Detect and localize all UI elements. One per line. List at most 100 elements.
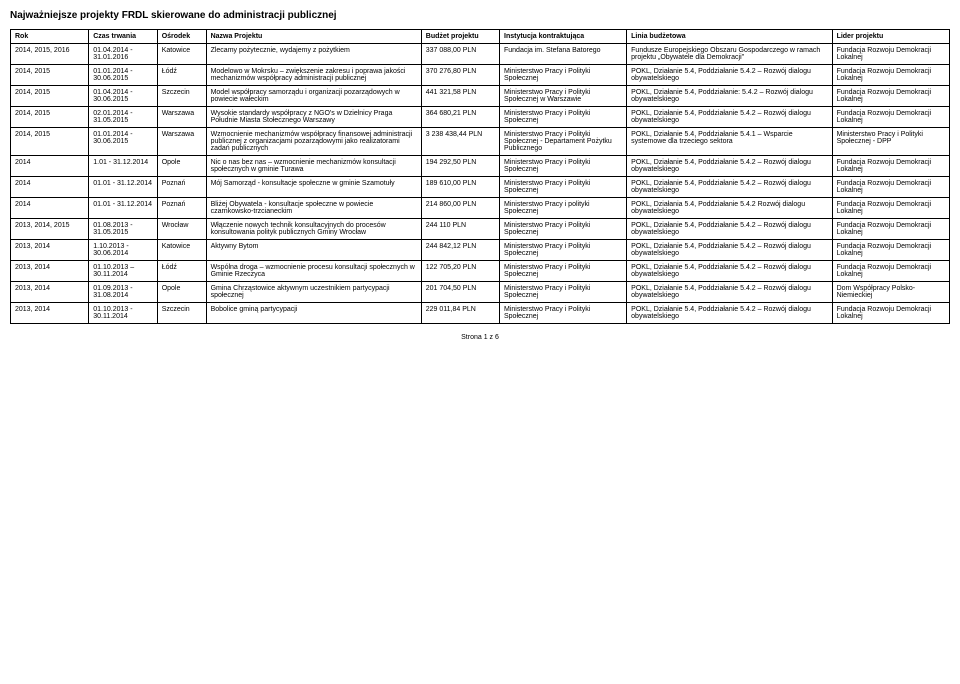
cell-czas: 01.01.2014 - 30.06.2015 — [89, 128, 157, 156]
cell-lider: Fundacja Rozwoju Demokracji Lokalnej — [832, 303, 949, 324]
cell-czas: 1.01 - 31.12.2014 — [89, 156, 157, 177]
cell-budzet: 3 238 438,44 PLN — [421, 128, 499, 156]
cell-lider: Fundacja Rozwoju Demokracji Lokalnej — [832, 86, 949, 107]
cell-budzet: 244 110 PLN — [421, 219, 499, 240]
cell-osrodek: Łódź — [157, 65, 206, 86]
cell-rok: 2014, 2015 — [11, 86, 89, 107]
cell-instytucja: Fundacja im. Stefana Batorego — [500, 44, 627, 65]
table-row: 2014, 201502.01.2014 - 31.05.2015Warszaw… — [11, 107, 950, 128]
col-lider: Lider projektu — [832, 30, 949, 44]
cell-rok: 2013, 2014, 2015 — [11, 219, 89, 240]
table-row: 2013, 201401.10.2013 - 30.11.2014Szczeci… — [11, 303, 950, 324]
cell-czas: 02.01.2014 - 31.05.2015 — [89, 107, 157, 128]
cell-osrodek: Opole — [157, 156, 206, 177]
cell-nazwa: Bobolice gminą partycypacji — [206, 303, 421, 324]
cell-budzet: 337 088,00 PLN — [421, 44, 499, 65]
cell-nazwa: Zlecamy pożytecznie, wydajemy z pożytkie… — [206, 44, 421, 65]
table-header-row: Rok Czas trwania Ośrodek Nazwa Projektu … — [11, 30, 950, 44]
cell-nazwa: Mój Samorząd - konsultacje społeczne w g… — [206, 177, 421, 198]
table-row: 20141.01 - 31.12.2014OpoleNic o nas bez … — [11, 156, 950, 177]
col-linia: Linia budżetowa — [627, 30, 832, 44]
cell-nazwa: Wzmocnienie mechanizmów współpracy finan… — [206, 128, 421, 156]
cell-rok: 2013, 2014 — [11, 282, 89, 303]
col-budzet: Budżet projektu — [421, 30, 499, 44]
cell-lider: Fundacja Rozwoju Demokracji Lokalnej — [832, 240, 949, 261]
table-row: 2013, 20141.10.2013 - 30.06.2014Katowice… — [11, 240, 950, 261]
cell-linia: POKL, Działanie 5.4, Poddziałanie 5.4.2 … — [627, 65, 832, 86]
cell-osrodek: Poznań — [157, 177, 206, 198]
cell-linia: POKL, Działania 5.4, Poddziałanie 5.4.2 … — [627, 198, 832, 219]
cell-budzet: 229 011,84 PLN — [421, 303, 499, 324]
cell-rok: 2014 — [11, 156, 89, 177]
cell-budzet: 364 680,21 PLN — [421, 107, 499, 128]
cell-instytucja: Ministerstwo Pracy i Polityki Społecznej — [500, 261, 627, 282]
col-instytucja: Instytucja kontraktująca — [500, 30, 627, 44]
projects-table: Rok Czas trwania Ośrodek Nazwa Projektu … — [10, 29, 950, 324]
page-title: Najważniejsze projekty FRDL skierowane d… — [10, 10, 950, 21]
cell-czas: 1.10.2013 - 30.06.2014 — [89, 240, 157, 261]
cell-nazwa: Włączenie nowych technik konsultacyjnych… — [206, 219, 421, 240]
cell-budzet: 194 292,50 PLN — [421, 156, 499, 177]
cell-linia: POKL, Działanie 5.4, Poddziałanie 5.4.2 … — [627, 219, 832, 240]
table-row: 2013, 2014, 201501.08.2013 - 31.05.2015 W… — [11, 219, 950, 240]
cell-budzet: 441 321,58 PLN — [421, 86, 499, 107]
cell-nazwa: Model współpracy samorządu i organizacji… — [206, 86, 421, 107]
cell-instytucja: Ministerstwo Pracy i Polityki Społecznej — [500, 177, 627, 198]
cell-osrodek: Szczecin — [157, 303, 206, 324]
cell-czas: 01.09.2013 - 31.08.2014 — [89, 282, 157, 303]
cell-nazwa: Modelowo w Mokrsku – zwiększenie zakresu… — [206, 65, 421, 86]
cell-osrodek: Warszawa — [157, 128, 206, 156]
cell-rok: 2014, 2015 — [11, 65, 89, 86]
table-row: 2014, 201501.04.2014 - 30.06.2015Szczeci… — [11, 86, 950, 107]
cell-czas: 01.08.2013 - 31.05.2015 — [89, 219, 157, 240]
cell-nazwa: Wysokie standardy współpracy z NGO's w D… — [206, 107, 421, 128]
cell-rok: 2014, 2015 — [11, 107, 89, 128]
cell-rok: 2014 — [11, 177, 89, 198]
cell-rok: 2014, 2015 — [11, 128, 89, 156]
cell-rok: 2014 — [11, 198, 89, 219]
cell-lider: Fundacja Rozwoju Demokracji Lokalnej — [832, 198, 949, 219]
cell-czas: 01.10.2013 – 30.11.2014 — [89, 261, 157, 282]
cell-instytucja: Ministerstwo Pracy i Polityki Społecznej — [500, 303, 627, 324]
cell-czas: 01.01 - 31.12.2014 — [89, 198, 157, 219]
cell-lider: Dom Współpracy Polsko-Niemieckiej — [832, 282, 949, 303]
cell-instytucja: Ministerstwo Pracy i Polityki Społecznej — [500, 107, 627, 128]
cell-budzet: 370 276,80 PLN — [421, 65, 499, 86]
cell-czas: 01.01.2014 - 30.06.2015 — [89, 65, 157, 86]
cell-linia: POKL, Działanie 5.4, Poddziałanie 5.4.2 … — [627, 303, 832, 324]
cell-instytucja: Ministerstwo Pracy i Polityki Społecznej — [500, 282, 627, 303]
cell-budzet: 201 704,50 PLN — [421, 282, 499, 303]
cell-instytucja: Ministerstwo Pracy i Polityki Społecznej — [500, 156, 627, 177]
col-czas: Czas trwania — [89, 30, 157, 44]
cell-lider: Fundacja Rozwoju Demokracji Lokalnej — [832, 65, 949, 86]
cell-instytucja: Ministerstwo Pracy i Polityki Społecznej — [500, 65, 627, 86]
cell-lider: Fundacja Rozwoju Demokracji Lokalnej — [832, 261, 949, 282]
cell-instytucja: Ministerstwo Pracy i Polityki Społecznej — [500, 240, 627, 261]
cell-osrodek: Katowice — [157, 44, 206, 65]
cell-budzet: 189 610,00 PLN — [421, 177, 499, 198]
cell-rok: 2013, 2014 — [11, 261, 89, 282]
cell-budzet: 122 705,20 PLN — [421, 261, 499, 282]
cell-linia: POKL, Działanie 5.4, Poddziałanie 5.4.2 … — [627, 240, 832, 261]
cell-instytucja: Ministerstwo Pracy i polityki Społecznej — [500, 198, 627, 219]
cell-budzet: 214 860,00 PLN — [421, 198, 499, 219]
cell-osrodek: Szczecin — [157, 86, 206, 107]
cell-linia: POKL, Działanie 5.4, Poddziałanie 5.4.2 … — [627, 107, 832, 128]
cell-instytucja: Ministerstwo Pracy i Polityki Społecznej — [500, 219, 627, 240]
cell-instytucja: Ministerstwo Pracy i Polityki Społecznej… — [500, 128, 627, 156]
cell-czas: 01.10.2013 - 30.11.2014 — [89, 303, 157, 324]
page-footer: Strona 1 z 6 — [10, 334, 950, 341]
cell-czas: 01.04.2014 - 31.01.2016 — [89, 44, 157, 65]
cell-linia: Fundusze Europejskiego Obszaru Gospodarc… — [627, 44, 832, 65]
table-row: 2014, 201501.01.2014 - 30.06.2015Warszaw… — [11, 128, 950, 156]
cell-instytucja: Ministerstwo Pracy i Polityki Społecznej… — [500, 86, 627, 107]
cell-nazwa: Aktywny Bytom — [206, 240, 421, 261]
cell-nazwa: Nic o nas bez nas – wzmocnienie mechaniz… — [206, 156, 421, 177]
table-row: 201401.01 - 31.12.2014PoznańMój Samorząd… — [11, 177, 950, 198]
cell-czas: 01.04.2014 - 30.06.2015 — [89, 86, 157, 107]
cell-linia: POKL, Działanie 5.4, Poddziałanie 5.4.1 … — [627, 128, 832, 156]
table-row: 2013, 201401.09.2013 - 31.08.2014OpoleGm… — [11, 282, 950, 303]
cell-lider: Fundacja Rozwoju Demokracji Lokalnej — [832, 219, 949, 240]
cell-nazwa: Gmina Chrząstowice aktywnym uczestnikiem… — [206, 282, 421, 303]
cell-lider: Ministerstwo Pracy i Polityki Społecznej… — [832, 128, 949, 156]
